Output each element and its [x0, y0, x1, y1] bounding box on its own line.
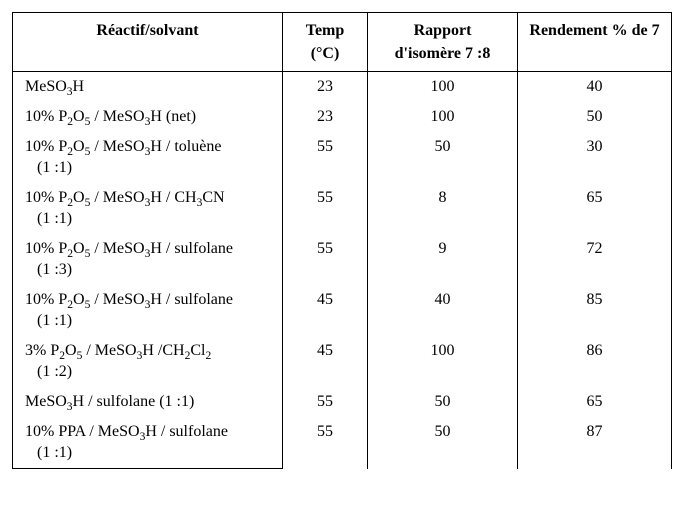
table-row: 3% P2O5 / MeSO3H /CH2Cl24510086: [13, 336, 672, 363]
cell-reagent: 10% P2O5 / MeSO3H / toluène: [13, 132, 283, 159]
cell-temp: 55: [283, 132, 368, 183]
col-header-ratio-l1: Rapport: [378, 19, 507, 42]
col-header-reagent: Réactif/solvant: [13, 13, 283, 72]
col-header-ratio-l2: d'isomère 7 :8: [378, 42, 507, 65]
cell-yield: 87: [518, 417, 672, 469]
col-header-reagent-label: Réactif/solvant: [23, 19, 272, 42]
cell-ratio: 9: [368, 234, 518, 285]
cell-yield: 72: [518, 234, 672, 285]
table-row: 10% P2O5 / MeSO3H / sulfolane454085: [13, 285, 672, 312]
col-header-ratio: Rapport d'isomère 7 :8: [368, 13, 518, 72]
cell-temp: 45: [283, 336, 368, 387]
cell-reagent: 10% P2O5 / MeSO3H / CH3CN: [13, 183, 283, 210]
col-header-temp: Temp (°C): [283, 13, 368, 72]
table-row: MeSO3H2310040: [13, 72, 672, 103]
col-header-temp-l1: Temp: [293, 19, 357, 42]
cell-ratio: 100: [368, 72, 518, 103]
cell-ratio: 100: [368, 102, 518, 132]
cell-reagent: MeSO3H / sulfolane (1 :1): [13, 387, 283, 417]
cell-yield: 65: [518, 183, 672, 234]
cell-reagent: 10% P2O5 / MeSO3H (net): [13, 102, 283, 132]
cell-ratio: 100: [368, 336, 518, 387]
cell-yield: 86: [518, 336, 672, 387]
cell-yield: 30: [518, 132, 672, 183]
table-row: 10% P2O5 / MeSO3H (net)2310050: [13, 102, 672, 132]
cell-reagent-sub: (1 :2): [13, 363, 283, 387]
cell-temp: 45: [283, 285, 368, 336]
cell-temp: 55: [283, 234, 368, 285]
table-row: 10% P2O5 / MeSO3H / sulfolane55972: [13, 234, 672, 261]
col-header-temp-l2: (°C): [293, 42, 357, 65]
table-row: 10% P2O5 / MeSO3H / CH3CN55865: [13, 183, 672, 210]
cell-yield: 40: [518, 72, 672, 103]
cell-ratio: 8: [368, 183, 518, 234]
cell-temp: 55: [283, 387, 368, 417]
cell-yield: 50: [518, 102, 672, 132]
cell-ratio: 50: [368, 417, 518, 469]
cell-reagent-sub: (1 :1): [13, 444, 283, 469]
cell-yield: 85: [518, 285, 672, 336]
cell-reagent: 10% PPA / MeSO3H / sulfolane: [13, 417, 283, 444]
cell-temp: 23: [283, 102, 368, 132]
col-header-yield: Rendement % de 7: [518, 13, 672, 72]
cell-reagent: 3% P2O5 / MeSO3H /CH2Cl2: [13, 336, 283, 363]
table-row: 10% P2O5 / MeSO3H / toluène555030: [13, 132, 672, 159]
table-row: MeSO3H / sulfolane (1 :1)555065: [13, 387, 672, 417]
cell-reagent-sub: (1 :1): [13, 159, 283, 183]
col-header-yield-label: Rendement % de 7: [528, 19, 661, 42]
cell-temp: 55: [283, 183, 368, 234]
cell-reagent-sub: (1 :1): [13, 210, 283, 234]
cell-reagent: 10% P2O5 / MeSO3H / sulfolane: [13, 285, 283, 312]
cell-temp: 55: [283, 417, 368, 469]
table-body: MeSO3H231004010% P2O5 / MeSO3H (net)2310…: [13, 72, 672, 469]
cell-ratio: 50: [368, 387, 518, 417]
cell-reagent: 10% P2O5 / MeSO3H / sulfolane: [13, 234, 283, 261]
cell-ratio: 50: [368, 132, 518, 183]
cell-reagent-sub: (1 :1): [13, 312, 283, 336]
reagent-table: Réactif/solvant Temp (°C) Rapport d'isom…: [12, 12, 672, 469]
table-row: 10% PPA / MeSO3H / sulfolane555087: [13, 417, 672, 444]
cell-temp: 23: [283, 72, 368, 103]
cell-yield: 65: [518, 387, 672, 417]
cell-reagent-sub: (1 :3): [13, 261, 283, 285]
header-row: Réactif/solvant Temp (°C) Rapport d'isom…: [13, 13, 672, 72]
cell-reagent: MeSO3H: [13, 72, 283, 103]
table-head: Réactif/solvant Temp (°C) Rapport d'isom…: [13, 13, 672, 72]
cell-ratio: 40: [368, 285, 518, 336]
